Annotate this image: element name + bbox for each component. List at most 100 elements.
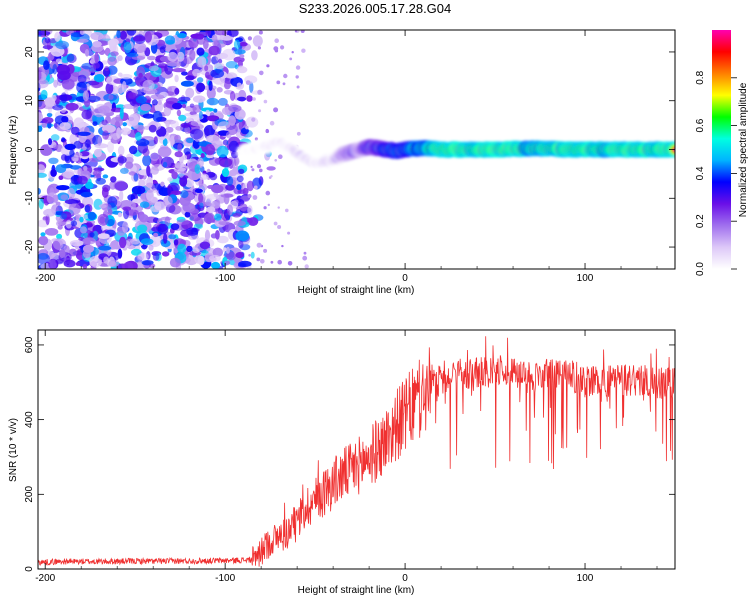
noise-speckle [61,78,75,90]
noise-speckle [229,91,236,101]
noise-speckle [196,57,203,68]
noise-speckle [221,209,230,222]
noise-speckle [85,181,94,189]
noise-speckle [148,263,156,269]
spectrogram-xlabel: Height of straight line (km) [298,285,415,296]
noise-speckle [175,125,184,131]
noise-speckle [65,219,73,229]
noise-speckle [104,65,110,72]
noise-speckle [123,41,132,54]
noise-speckle [226,246,230,254]
noise-speckle [222,48,236,61]
noise-speckle [168,234,177,240]
noise-dot [302,255,308,261]
noise-speckle [119,189,124,202]
noise-speckle [221,168,230,178]
noise-speckle [236,184,242,191]
noise-speckle [233,199,239,205]
noise-speckle [235,230,250,242]
noise-speckle [206,97,219,106]
spectrogram-xtick-label: -100 [215,273,235,284]
noise-speckle [192,68,201,77]
noise-speckle [179,175,188,187]
noise-speckle [167,51,178,62]
noise-speckle [225,60,238,69]
noise-speckle [73,174,80,185]
noise-dot [245,125,249,130]
noise-speckle [169,190,183,195]
noise-speckle [139,201,150,208]
noise-dot [250,165,253,168]
noise-speckle [46,112,53,118]
noise-speckle [150,152,160,162]
noise-speckle [211,261,221,269]
noise-speckle [238,168,245,174]
noise-dot [269,120,275,126]
noise-speckle [50,169,57,177]
noise-speckle [239,42,248,47]
noise-dot [285,208,289,213]
noise-speckle [197,35,204,40]
noise-speckle [218,121,231,129]
noise-speckle [229,169,238,176]
noise-speckle [226,176,234,186]
noise-speckle [237,96,247,102]
snr-ytick-label: 200 [24,486,35,503]
noise-speckle [97,136,102,147]
noise-speckle [110,116,123,128]
noise-speckle [160,181,165,187]
noise-speckle [117,145,125,156]
noise-speckle [77,74,87,84]
noise-speckle [53,79,58,88]
noise-speckle [146,99,151,104]
noise-speckle [156,30,170,37]
snr-xtick-label: -100 [215,573,235,584]
noise-speckle [55,58,63,64]
noise-speckle [218,58,223,64]
noise-speckle [160,156,175,169]
noise-speckle [90,32,104,41]
noise-speckle [225,184,235,191]
noise-speckle [238,260,252,267]
noise-speckle [193,223,203,230]
noise-speckle [102,130,109,140]
noise-speckle [94,62,100,69]
noise-dot [248,254,251,257]
noise-speckle [128,113,140,126]
noise-speckle [174,87,180,95]
noise-speckle [105,82,114,95]
noise-speckle [166,61,180,67]
noise-speckle [120,127,131,135]
noise-speckle [107,39,117,47]
noise-dot [287,261,293,266]
noise-speckle [186,137,194,144]
noise-dot [296,131,301,136]
noise-speckle [97,213,109,226]
spectrogram-content [38,30,675,269]
noise-speckle [216,235,229,244]
noise-speckle [64,143,76,151]
noise-dot [270,260,274,264]
noise-speckle [142,113,155,119]
noise-speckle [44,228,59,236]
noise-speckle [266,166,276,171]
noise-speckle [183,147,191,155]
noise-speckle [238,240,244,249]
noise-speckle [80,226,87,234]
noise-speckle [122,206,132,211]
noise-speckle [236,82,242,88]
noise-speckle [165,121,170,128]
noise-speckle [214,213,222,221]
noise-speckle [60,92,68,104]
noise-speckle [101,187,109,198]
noise-speckle [185,75,195,81]
noise-dot [276,80,281,85]
noise-dot [277,259,283,265]
colorbar-tick-label: 0.0 [695,262,706,276]
noise-speckle [196,82,206,93]
noise-speckle [146,165,151,177]
noise-speckle [66,53,77,64]
snr-ytick-label: 0 [24,566,35,572]
noise-speckle [228,104,242,112]
noise-speckle [177,243,187,254]
